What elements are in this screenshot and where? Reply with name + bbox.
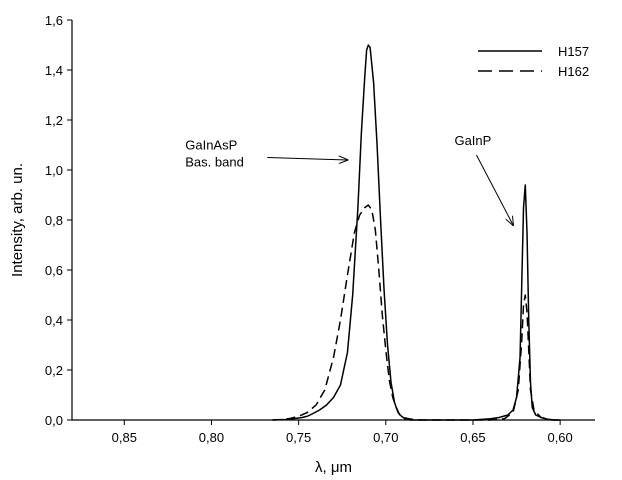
legend: H157 H162 (478, 44, 589, 79)
x-tick-label: 0,75 (286, 430, 311, 445)
x-axis-title: λ, μm (315, 459, 352, 476)
x-axis: 0,85 0,80 0,75 0,70 0,65 0,60 (112, 420, 573, 445)
legend-label-h162: H162 (558, 64, 589, 79)
series-layer (272, 44, 561, 421)
y-axis: 0,0 0,2 0,4 0,6 0,8 1,0 1,2 1,4 1,6 (45, 13, 72, 428)
y-tick-label: 0,4 (45, 313, 63, 328)
annotation-label: GaInAsP (185, 138, 237, 153)
annotation-1: GaInAsP Bas. band (185, 138, 347, 170)
x-tick-label: 0,60 (547, 430, 572, 445)
annotation-layer: GaInAsP Bas. band GaInP (185, 133, 513, 225)
x-tick-label: 0,85 (112, 430, 137, 445)
annotation-label: GaInP (454, 133, 491, 148)
legend-label-h157: H157 (558, 44, 589, 59)
y-tick-label: 1,4 (45, 63, 63, 78)
y-tick-label: 1,2 (45, 113, 63, 128)
y-tick-label: 1,6 (45, 13, 63, 28)
y-tick-label: 1,0 (45, 163, 63, 178)
x-tick-label: 0,80 (199, 430, 224, 445)
y-tick-label: 0,2 (45, 363, 63, 378)
annotation-arrow (267, 158, 347, 161)
series-line-h162 (272, 204, 561, 421)
x-tick-label: 0,70 (373, 430, 398, 445)
y-tick-label: 0,8 (45, 213, 63, 228)
y-tick-label: 0,0 (45, 413, 63, 428)
annotation-label: Bas. band (185, 155, 244, 170)
annotation-arrow (476, 154, 513, 225)
y-tick-label: 0,6 (45, 263, 63, 278)
y-axis-title: Intensity, arb. un. (9, 163, 26, 277)
x-tick-label: 0,65 (460, 430, 485, 445)
annotation-2: GaInP (454, 133, 513, 225)
